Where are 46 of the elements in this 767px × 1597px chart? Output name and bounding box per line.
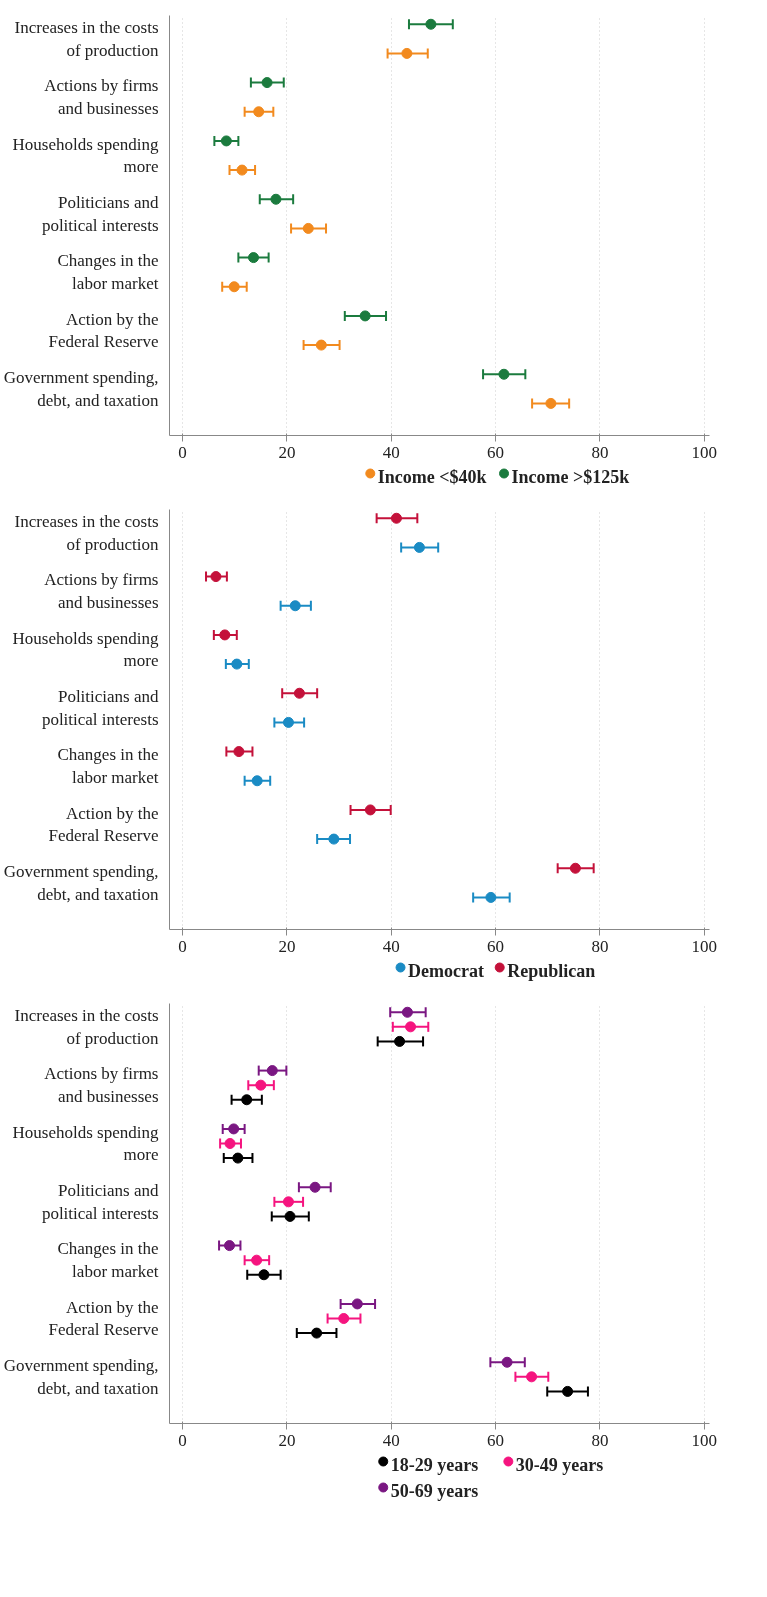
x-tick-label: 60 <box>487 936 505 956</box>
legend-label: 50-69 years <box>390 1480 479 1501</box>
y-tick-label: Changes in the labor market <box>57 745 159 788</box>
x-tick-label: 80 <box>591 1430 609 1450</box>
y-tick-label: Politicians and political interests <box>41 686 159 729</box>
y-tick-label: Households spending more <box>12 628 159 671</box>
y-tick-label: Actions by firms and businesses <box>44 570 159 613</box>
x-tick-label: 80 <box>591 442 609 462</box>
legend-label: Republican <box>507 960 596 981</box>
y-tick-label: Changes in the labor market <box>57 251 159 294</box>
x-tick-label: 40 <box>382 1430 400 1450</box>
y-tick-label: Government spending, debt, and taxation <box>3 1355 159 1398</box>
y-tick-label: Action by the Federal Reserve <box>48 309 159 352</box>
x-tick-label: 40 <box>382 442 400 462</box>
y-tick-label: Households spending more <box>12 1122 159 1165</box>
y-tick-label: Actions by firms and businesses <box>44 1064 159 1107</box>
legend-label: 30-49 years <box>515 1454 604 1475</box>
x-tick-label: 60 <box>487 442 505 462</box>
x-tick-label: 80 <box>591 936 609 956</box>
x-tick-label: 20 <box>278 1430 296 1450</box>
x-tick-label: 0 <box>178 936 187 956</box>
x-tick-label: 100 <box>691 1430 718 1450</box>
x-tick-label: 100 <box>691 442 718 462</box>
legend-label: 18-29 years <box>390 1454 479 1475</box>
x-tick-label: 0 <box>178 442 187 462</box>
y-tick-label: Action by the Federal Reserve <box>48 1297 159 1340</box>
x-tick-label: 0 <box>178 1430 187 1450</box>
y-tick-label: Politicians and political interests <box>41 192 159 235</box>
y-tick-label: Government spending, debt, and taxation <box>3 367 159 410</box>
x-tick-label: 20 <box>278 936 296 956</box>
x-tick-label: 40 <box>382 936 400 956</box>
y-tick-label: Increases in the costs of production <box>14 17 159 60</box>
y-tick-label: Government spending, debt, and taxation <box>3 861 159 904</box>
legend-label: Democrat <box>408 960 485 981</box>
y-tick-label: Increases in the costs of production <box>14 1005 159 1048</box>
x-tick-label: 20 <box>278 442 296 462</box>
x-tick-label: 100 <box>691 936 718 956</box>
legend-label: Income <$40k <box>377 466 487 487</box>
y-tick-label: Actions by firms and businesses <box>44 76 159 119</box>
y-tick-label: Changes in the labor market <box>57 1239 159 1282</box>
y-tick-label: Politicians and political interests <box>41 1180 159 1223</box>
legend-label: Income >$125k <box>511 466 630 487</box>
x-tick-label: 60 <box>487 1430 505 1450</box>
y-tick-label: Action by the Federal Reserve <box>48 803 159 846</box>
y-tick-label: Households spending more <box>12 134 159 177</box>
y-tick-label: Increases in the costs of production <box>14 511 159 554</box>
